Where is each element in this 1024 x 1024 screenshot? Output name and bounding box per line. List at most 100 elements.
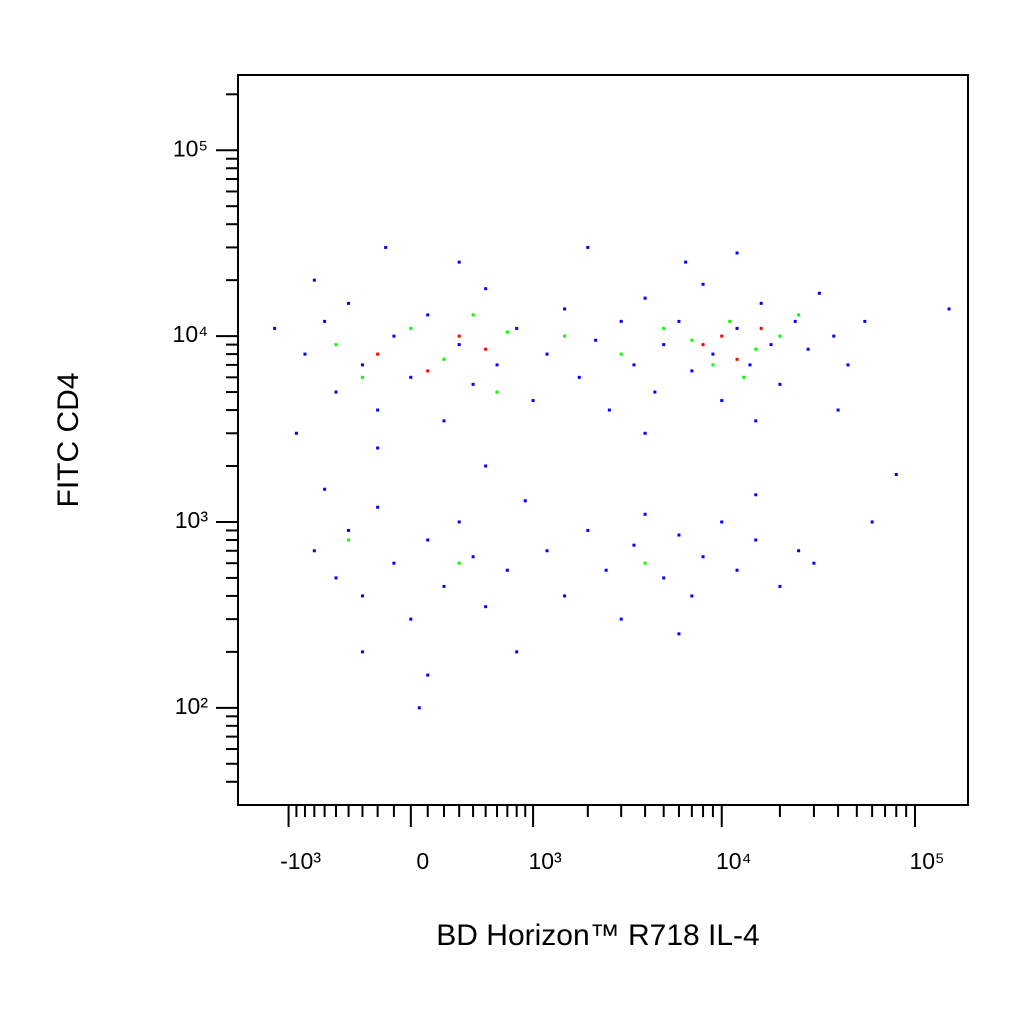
point xyxy=(457,343,461,347)
point xyxy=(701,555,705,559)
point xyxy=(442,419,446,423)
point xyxy=(334,343,338,347)
point xyxy=(797,313,801,317)
point xyxy=(662,576,666,580)
point xyxy=(735,326,739,330)
point xyxy=(392,334,396,338)
point xyxy=(426,313,430,317)
point xyxy=(495,390,499,394)
point xyxy=(563,307,567,311)
point xyxy=(690,338,694,342)
y-tick-label: 10⁴ xyxy=(173,321,208,347)
point xyxy=(545,352,549,356)
point xyxy=(677,632,681,636)
point xyxy=(417,706,421,710)
point xyxy=(442,357,446,361)
point xyxy=(360,594,364,598)
point xyxy=(586,245,590,249)
point xyxy=(457,334,461,338)
point xyxy=(545,549,549,553)
point xyxy=(720,520,724,524)
point xyxy=(604,568,608,572)
point xyxy=(836,408,840,412)
point xyxy=(323,319,327,323)
point xyxy=(376,505,380,509)
point xyxy=(360,363,364,367)
point xyxy=(778,584,782,588)
plot-frame xyxy=(237,74,969,806)
point xyxy=(531,399,535,403)
point xyxy=(484,605,488,609)
x-axis-title: BD Horizon™ R718 IL-4 xyxy=(436,919,759,952)
point xyxy=(632,543,636,547)
point xyxy=(863,319,867,323)
point xyxy=(312,549,316,553)
point xyxy=(376,408,380,412)
point xyxy=(894,473,898,477)
point xyxy=(690,369,694,373)
point xyxy=(426,538,430,542)
point xyxy=(728,319,732,323)
point xyxy=(806,347,810,351)
point xyxy=(323,487,327,491)
x-tick-label: 10⁴ xyxy=(716,848,751,874)
point xyxy=(643,296,647,300)
point xyxy=(563,334,567,338)
point xyxy=(360,650,364,654)
point xyxy=(690,594,694,598)
point xyxy=(594,338,598,342)
point xyxy=(347,301,351,305)
y-tick-label: 10² xyxy=(175,693,209,719)
point xyxy=(376,446,380,450)
point xyxy=(662,326,666,330)
point xyxy=(273,326,277,330)
point xyxy=(347,528,351,532)
point xyxy=(294,431,298,435)
point xyxy=(643,431,647,435)
point xyxy=(409,326,413,330)
point xyxy=(643,561,647,565)
point xyxy=(742,375,746,379)
point xyxy=(334,576,338,580)
point xyxy=(619,352,623,356)
point xyxy=(409,375,413,379)
point xyxy=(759,301,763,305)
point xyxy=(754,493,758,497)
point xyxy=(778,382,782,386)
point xyxy=(817,291,821,295)
x-tick-label: 10⁵ xyxy=(909,848,944,874)
point xyxy=(720,334,724,338)
point xyxy=(677,533,681,537)
point xyxy=(515,650,519,654)
point xyxy=(643,512,647,516)
point xyxy=(347,538,351,542)
point xyxy=(457,520,461,524)
point xyxy=(577,375,581,379)
point xyxy=(457,561,461,565)
point xyxy=(457,260,461,264)
point xyxy=(384,245,388,249)
point xyxy=(769,343,773,347)
point xyxy=(832,334,836,338)
data-points xyxy=(273,245,951,710)
point xyxy=(720,399,724,403)
point xyxy=(495,363,499,367)
point xyxy=(586,528,590,532)
point xyxy=(778,334,782,338)
point xyxy=(735,568,739,572)
y-tick-label: 10³ xyxy=(175,507,209,533)
point xyxy=(471,382,475,386)
point xyxy=(754,538,758,542)
point xyxy=(303,352,307,356)
point xyxy=(846,363,850,367)
point xyxy=(484,464,488,468)
point xyxy=(701,282,705,286)
point xyxy=(793,319,797,323)
y-tick-label: 10⁵ xyxy=(173,135,208,161)
point xyxy=(701,343,705,347)
point xyxy=(607,408,611,412)
point xyxy=(515,326,519,330)
y-axis-title: FITC CD4 xyxy=(52,373,85,508)
point xyxy=(334,390,338,394)
